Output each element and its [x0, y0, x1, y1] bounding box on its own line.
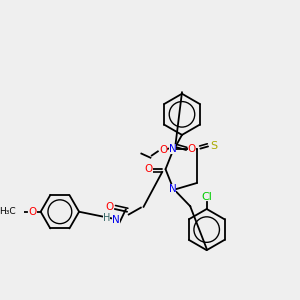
Text: N: N — [169, 144, 176, 154]
Text: O: O — [159, 145, 167, 155]
Text: H: H — [103, 213, 110, 223]
Text: O: O — [105, 202, 114, 212]
Text: N: N — [112, 215, 120, 225]
Text: S: S — [211, 141, 218, 152]
Text: Cl: Cl — [202, 193, 213, 202]
Text: H₃C: H₃C — [0, 207, 16, 216]
Text: O: O — [145, 164, 153, 174]
Text: O: O — [188, 145, 196, 154]
Text: O: O — [28, 207, 37, 217]
Text: N: N — [169, 184, 176, 194]
